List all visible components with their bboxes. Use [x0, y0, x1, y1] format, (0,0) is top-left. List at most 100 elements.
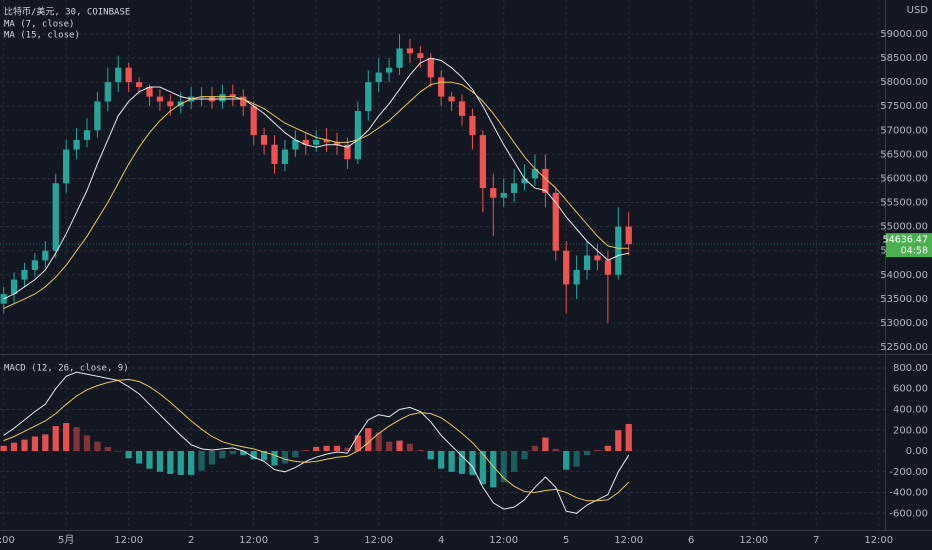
candle-body [83, 130, 91, 140]
histogram-bar [250, 451, 257, 460]
histogram-bar [271, 451, 278, 466]
x-tick-label: 2 [188, 535, 194, 546]
legend-entry: MA (7, close) [4, 20, 74, 30]
y-tick-label: 200.00 [893, 425, 928, 436]
candle-body [625, 226, 632, 245]
candle-body [583, 255, 591, 270]
candle-body [104, 82, 111, 102]
histogram-bar [396, 440, 403, 452]
histogram-bar [135, 451, 143, 464]
histogram-bar [83, 435, 91, 452]
x-tick-label: 12:00 [114, 535, 143, 546]
candle-body [448, 96, 455, 102]
candle-body [135, 82, 143, 87]
candle-body [42, 250, 49, 261]
histogram-bar [479, 451, 486, 485]
candle-body [250, 106, 257, 136]
candle-body [385, 67, 393, 73]
histogram-bar [594, 449, 601, 452]
candle-body [229, 94, 236, 97]
histogram-bar [42, 434, 49, 452]
histogram-bar [469, 451, 476, 475]
candle-body [156, 96, 164, 102]
candle-body [31, 260, 39, 270]
y-tick-label: 600.00 [893, 384, 928, 395]
candle-body [302, 139, 309, 145]
y-tick-label: 800.00 [893, 363, 928, 374]
x-tick-label: 6 [688, 535, 694, 546]
y-tick-label: 400.00 [893, 404, 928, 415]
histogram-bar [448, 451, 455, 472]
histogram-bar [500, 451, 507, 483]
x-tick-label: 4 [438, 535, 444, 546]
indicator-line [3, 81, 629, 309]
candle-body [219, 94, 226, 102]
x-tick-label: 7 [813, 535, 819, 546]
candle-body [552, 192, 559, 251]
histogram-bar [313, 446, 320, 452]
histogram-bar [542, 437, 549, 452]
histogram-bar [125, 451, 132, 459]
histogram-bar [63, 422, 70, 452]
histogram-bar [583, 451, 591, 456]
x-tick-label: 12:00 [614, 535, 643, 546]
histogram-bar [365, 428, 372, 452]
y-tick-label: 52500.00 [880, 342, 928, 353]
y-tick-label: -400.00 [889, 488, 928, 499]
x-tick-label: 3 [313, 535, 319, 546]
histogram-bar [188, 451, 195, 475]
y-tick-label: 54000.00 [880, 270, 928, 281]
candle-body [115, 67, 122, 83]
histogram-bar [438, 451, 445, 469]
x-tick-label: 12:00 [239, 535, 268, 546]
y-tick-label: 59000.00 [880, 29, 928, 40]
last-price-label: 54636.47 [883, 235, 928, 246]
histogram-bar [281, 451, 289, 464]
candle-body [500, 192, 507, 198]
candle-body [573, 269, 580, 285]
candle-body [344, 144, 351, 160]
histogram-bar [427, 451, 434, 460]
candle-body [563, 250, 570, 285]
histogram-bar [344, 447, 351, 452]
y-tick-label: 58500.00 [880, 53, 928, 64]
candle-body [292, 139, 299, 150]
candle-body [167, 101, 174, 107]
candle-body [323, 139, 330, 143]
x-tick-label: 12:00 [364, 535, 393, 546]
histogram-bar [490, 451, 497, 488]
currency-label: USD [907, 5, 929, 16]
candle-body [146, 86, 153, 97]
candle-body [542, 168, 549, 193]
y-tick-label: 55000.00 [880, 222, 928, 233]
histogram-bar [0, 445, 7, 452]
y-tick-label: 56500.00 [880, 149, 928, 160]
histogram-bar [510, 451, 518, 472]
currency-bg [900, 3, 930, 16]
candle-body [125, 67, 132, 83]
histogram-bar [323, 445, 330, 452]
last-price-tag [886, 233, 932, 258]
histogram-bar [417, 449, 424, 452]
y-tick-label: 57000.00 [880, 125, 928, 136]
y-tick-label: 53000.00 [880, 318, 928, 329]
candle-body [375, 72, 382, 83]
candle-body [354, 111, 361, 160]
candle-body [479, 135, 486, 189]
candle-body [94, 101, 101, 131]
histogram-bar [198, 451, 205, 471]
candle-body [313, 139, 320, 145]
candle-body [10, 279, 18, 295]
histogram-bar [302, 449, 309, 452]
histogram-bar [167, 451, 174, 474]
x-tick-label: 5月 [58, 534, 74, 546]
y-tick-label: 58000.00 [880, 77, 928, 88]
histogram-bar [604, 445, 612, 452]
histogram-bar [73, 427, 80, 452]
candle-body [260, 135, 268, 145]
candle-body [406, 48, 414, 54]
candle-body [490, 188, 497, 198]
histogram-bar [177, 451, 184, 475]
y-tick-label: -600.00 [889, 508, 928, 519]
